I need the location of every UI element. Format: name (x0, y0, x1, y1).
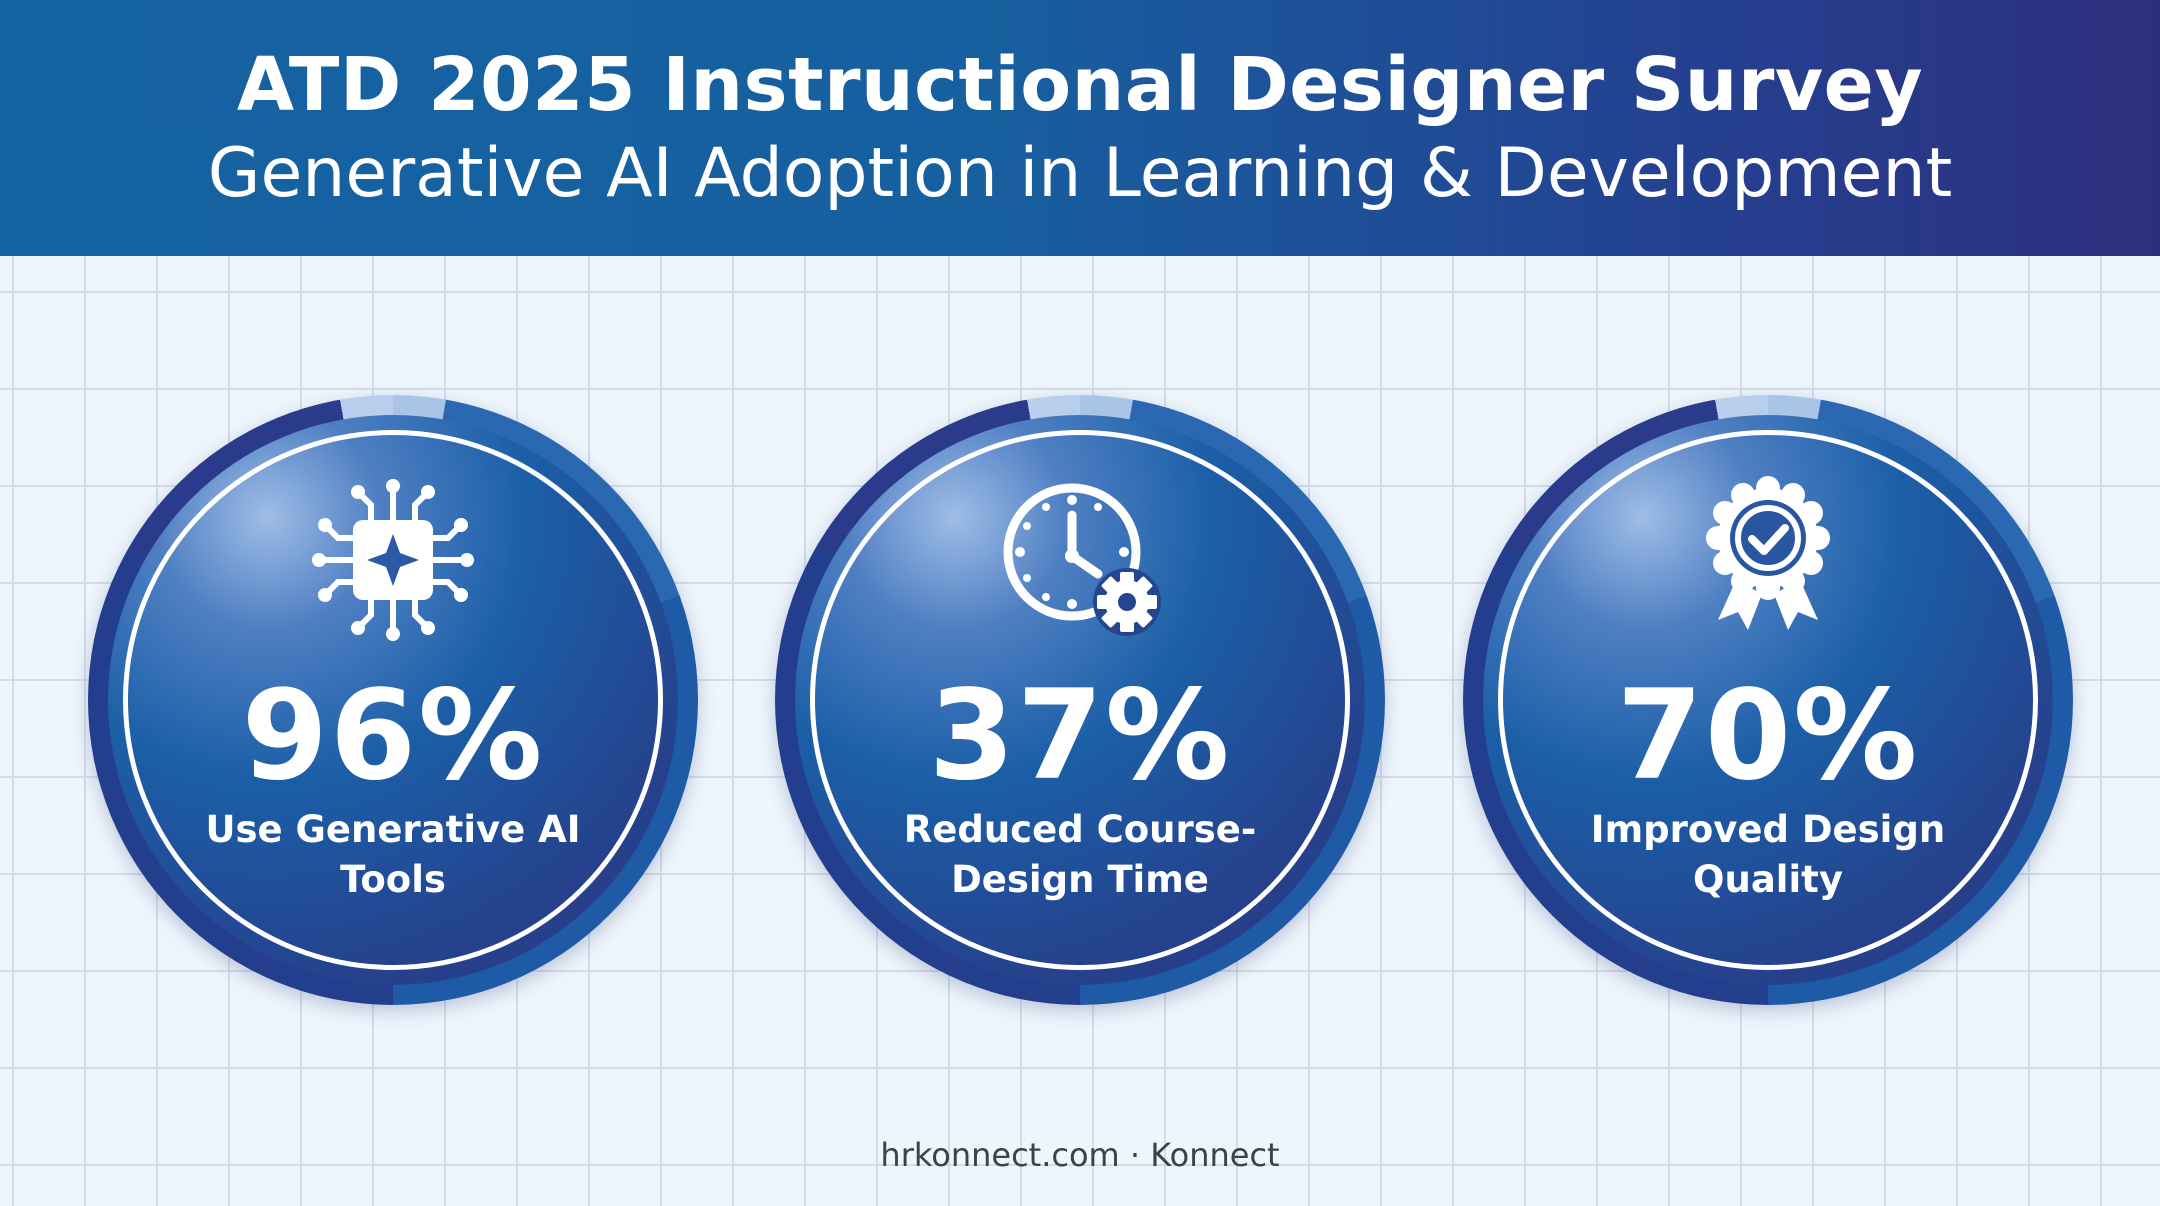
stat-inner-ring (810, 430, 1350, 970)
ai-chip-icon (312, 479, 474, 641)
stat-card-ai-tools: 96% Use Generative AI Tools (88, 395, 698, 1005)
stat-inner-ring (1498, 430, 2038, 970)
stat-card-design-quality: 70% Improved Design Quality (1463, 395, 2073, 1005)
stat-value: 37% (928, 664, 1232, 808)
page-subtitle: Generative AI Adoption in Learning & Dev… (207, 134, 1953, 213)
header-banner: ATD 2025 Instructional Designer Survey G… (0, 0, 2160, 256)
stat-value: 70% (1616, 664, 1920, 808)
stat-label: Improved Design Quality (1590, 808, 1946, 901)
stat-card-design-time: 37% Reduced Course-Design Time (775, 395, 1385, 1005)
clock-gear-icon (1003, 483, 1161, 636)
stat-inner-ring (123, 430, 663, 970)
award-badge-icon (1706, 476, 1830, 630)
stat-label: Use Generative AI Tools (205, 808, 581, 901)
stat-value: 96% (241, 664, 545, 808)
stat-label: Reduced Course-Design Time (903, 808, 1257, 901)
page-title: ATD 2025 Instructional Designer Survey (236, 42, 1924, 128)
footer-credit: hrkonnect.com · Konnect (880, 1136, 1280, 1174)
